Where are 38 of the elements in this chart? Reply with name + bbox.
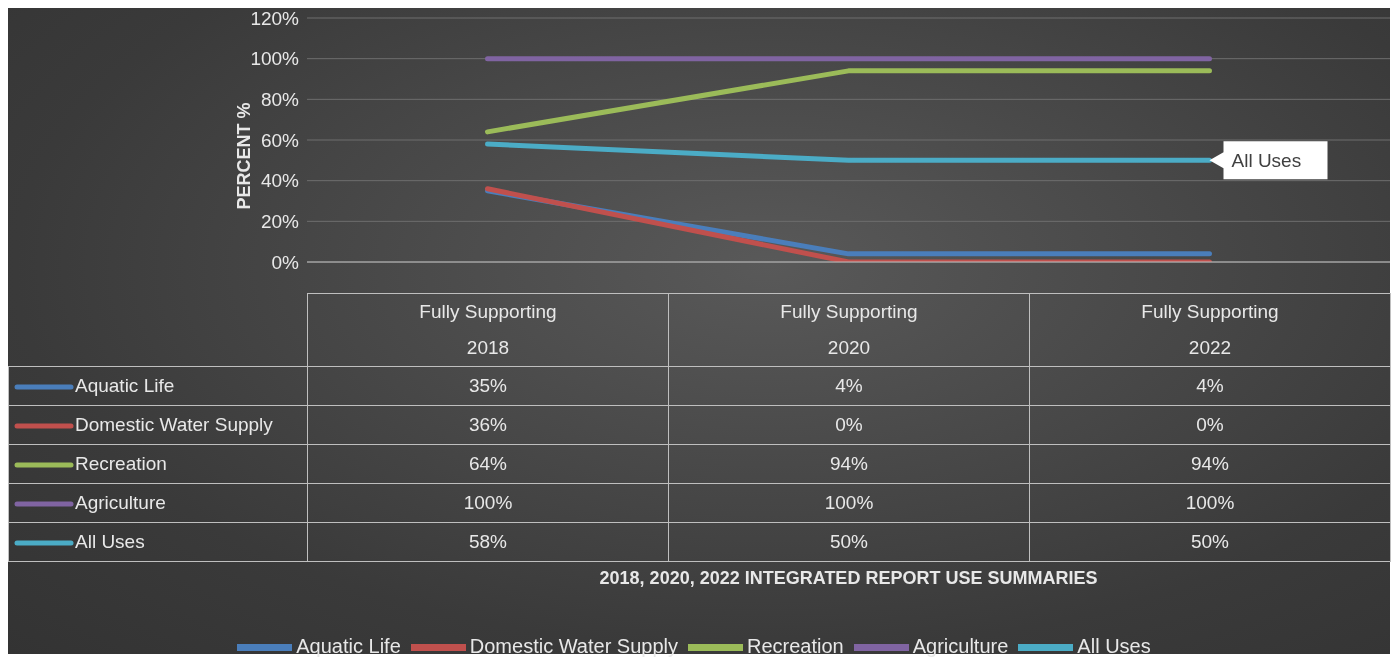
y-tick-label: 100%	[250, 48, 300, 70]
text: Agriculture	[912, 634, 1009, 657]
y-tick-label: 20%	[260, 211, 300, 233]
text: 2018, 2020, 2022 INTEGRATED REPORT USE SUMMARIES	[598, 568, 1099, 589]
legend-label: All Uses	[1077, 634, 1151, 657]
data-label: 100%	[1029, 483, 1391, 523]
legend-label: Agriculture	[8, 483, 308, 523]
text: Recreation	[747, 634, 844, 657]
text: Aquatic Life	[296, 634, 401, 657]
data-label: 36%	[307, 405, 669, 445]
data-label: 100%	[307, 483, 669, 523]
legend-label: Aquatic Life	[8, 366, 308, 406]
data-label: 4%	[1029, 366, 1391, 406]
data-label: 94%	[668, 444, 1030, 484]
data-label: 35%	[307, 366, 669, 406]
x-tick-label: Fully Supporting 2022	[1029, 293, 1391, 367]
data-label: 100%	[668, 483, 1030, 523]
data-label: 50%	[668, 522, 1030, 562]
x-tick-label: Fully Supporting 2018	[307, 293, 669, 367]
y-tick-label: 120%	[250, 7, 300, 29]
text: All Uses	[75, 531, 145, 552]
y-axis-title: PERCENT %	[233, 101, 255, 210]
legend-label: Domestic Water Supply	[8, 405, 308, 445]
data-label: 64%	[307, 444, 669, 484]
data-label: 4%	[668, 366, 1030, 406]
data-label: 50%	[1029, 522, 1391, 562]
annotation: All Uses	[1231, 150, 1302, 172]
data-label: 0%	[1029, 405, 1391, 445]
legend-label: Recreation	[8, 444, 308, 484]
y-tick-label: 60%	[260, 129, 300, 151]
y-tick-label: 0%	[271, 251, 300, 273]
data-label: 58%	[307, 522, 669, 562]
text: Domestic Water Supply	[469, 634, 679, 657]
y-tick-label: 40%	[260, 170, 300, 192]
y-tick-label: 80%	[260, 89, 300, 111]
x-tick-label: Fully Supporting 2020	[668, 293, 1030, 367]
data-label: 94%	[1029, 444, 1391, 484]
data-label: 0%	[668, 405, 1030, 445]
